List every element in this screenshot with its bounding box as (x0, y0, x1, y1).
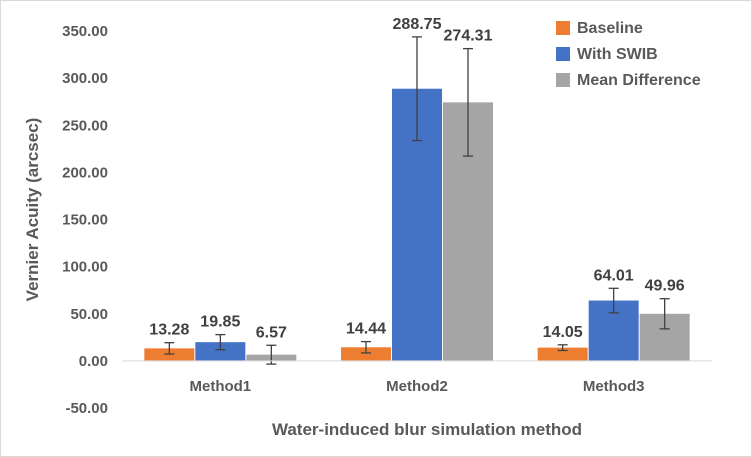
x-tick-label: Method2 (386, 378, 448, 395)
bar (537, 347, 588, 361)
data-label: 49.96 (645, 278, 685, 295)
y-tick-label: 150.00 (62, 212, 108, 229)
x-tick-label: Method3 (583, 378, 645, 395)
data-label: 288.75 (393, 16, 442, 33)
data-label: 13.28 (149, 322, 189, 339)
y-tick-label: 100.00 (62, 259, 108, 276)
y-tick-label: 300.00 (62, 70, 108, 87)
x-tick-label: Method1 (189, 378, 251, 395)
legend-label: Mean Difference (577, 72, 701, 89)
data-label: 6.57 (256, 324, 287, 341)
x-axis-title: Water-induced blur simulation method (272, 420, 582, 439)
y-tick-label: 250.00 (62, 117, 108, 134)
y-tick-label: 0.00 (79, 353, 108, 370)
y-axis-title: Vernier Acuity (arcsec) (23, 118, 42, 302)
data-label: 19.85 (200, 314, 240, 331)
y-axis-ticks: -50.00 0.00 50.00 100.00 150.00 200.00 250.00 3… (62, 23, 108, 417)
data-label: 14.44 (346, 321, 386, 338)
data-label: 274.31 (444, 28, 493, 45)
legend-label: Baseline (577, 20, 643, 37)
y-tick-label: 50.00 (70, 306, 108, 323)
legend-label: With SWIB (577, 46, 658, 63)
legend-swatch (556, 21, 570, 35)
y-tick-label: -50.00 (65, 400, 108, 417)
y-tick-label: 350.00 (62, 23, 108, 40)
y-tick-label: 200.00 (62, 164, 108, 181)
data-label: 14.05 (543, 324, 583, 341)
legend-swatch (556, 47, 570, 61)
legend: Baseline With SWIB Mean Difference (556, 20, 701, 89)
bar (195, 342, 246, 361)
data-label: 64.01 (594, 267, 634, 284)
x-axis-ticks: Method1 Method2 Method3 (189, 378, 644, 395)
legend-swatch (556, 73, 570, 87)
bar (341, 347, 391, 361)
